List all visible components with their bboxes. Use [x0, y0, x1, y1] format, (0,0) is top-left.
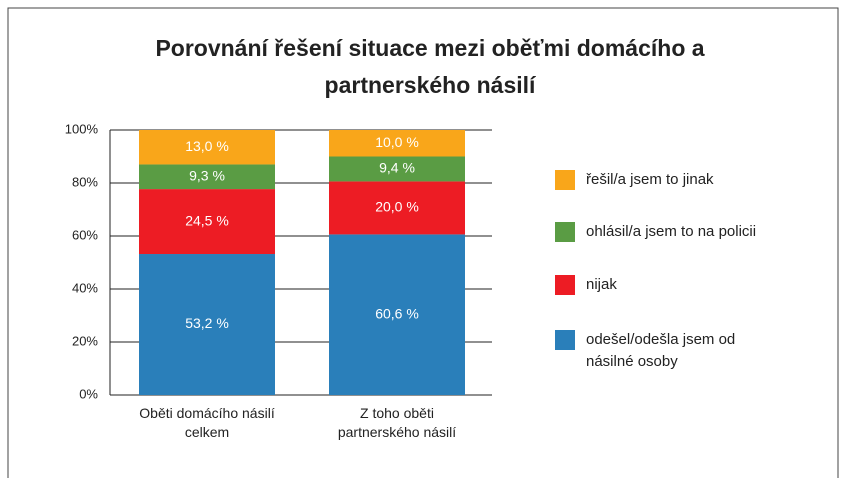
value-label: 9,4 % — [379, 160, 415, 176]
value-label: 10,0 % — [375, 134, 419, 150]
value-label: 53,2 % — [185, 315, 229, 331]
legend-swatch — [555, 275, 575, 295]
y-tick-label: 40% — [72, 280, 98, 295]
chart-title: Porovnání řešení situace mezi oběťmi dom… — [155, 35, 705, 98]
value-label: 13,0 % — [185, 138, 229, 154]
bar-segment — [139, 254, 275, 395]
bar-segment — [329, 181, 465, 235]
legend-label: odešel/odešla jsem od násilné osoby — [586, 331, 736, 370]
value-label: 24,5 % — [185, 212, 229, 228]
y-tick-label: 100% — [65, 121, 99, 136]
x-tick-label: Oběti domácího násilí celkem — [139, 405, 275, 440]
x-tick-label: Z toho oběti partnerského násilí — [337, 405, 457, 440]
legend-swatch — [555, 170, 575, 190]
value-label: 60,6 % — [375, 305, 419, 321]
bar-segment — [139, 189, 275, 255]
bar-segment — [329, 130, 465, 157]
legend-label: řešil/a jsem to jinak — [586, 171, 714, 188]
bar-segment — [329, 234, 465, 395]
legend-swatch — [555, 330, 575, 350]
legend-label: nijak — [586, 276, 617, 293]
y-tick-label: 80% — [72, 174, 98, 189]
y-tick-label: 20% — [72, 333, 98, 348]
bar-segment — [139, 130, 275, 165]
bar-segment — [139, 164, 275, 190]
value-label: 20,0 % — [375, 199, 419, 215]
bar-segment — [329, 156, 465, 182]
y-tick-label: 0% — [79, 386, 98, 401]
y-tick-label: 60% — [72, 227, 98, 242]
legend-label: ohlásil/a jsem to na policii — [586, 223, 757, 240]
legend-swatch — [555, 222, 575, 242]
value-label: 9,3 % — [189, 167, 225, 183]
frame — [7, 7, 839, 478]
